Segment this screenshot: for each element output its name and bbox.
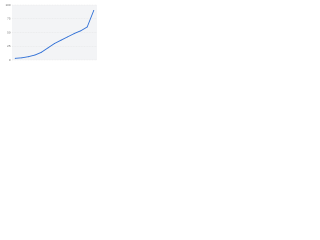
data-point <box>73 33 75 35</box>
y-tick-label: 25 <box>7 44 11 48</box>
data-point <box>34 54 36 56</box>
data-point <box>54 43 55 44</box>
data-point <box>67 36 69 38</box>
data-point <box>14 57 16 59</box>
data-point <box>21 57 23 59</box>
data-point <box>80 30 82 32</box>
data-point <box>27 56 29 58</box>
data-point <box>86 26 88 28</box>
chart: 0 25 50 75 100 <box>5 3 97 62</box>
data-point <box>93 10 95 11</box>
y-tick-label: 100 <box>5 3 10 7</box>
y-tick-label: 0 <box>9 58 11 62</box>
y-tick-label: 75 <box>7 17 11 21</box>
data-point <box>60 39 62 41</box>
data-point <box>40 51 42 53</box>
page: {"chart_data": {"type": "line", "categor… <box>0 0 320 71</box>
y-tick-label: 50 <box>7 30 11 34</box>
data-point <box>47 47 49 49</box>
